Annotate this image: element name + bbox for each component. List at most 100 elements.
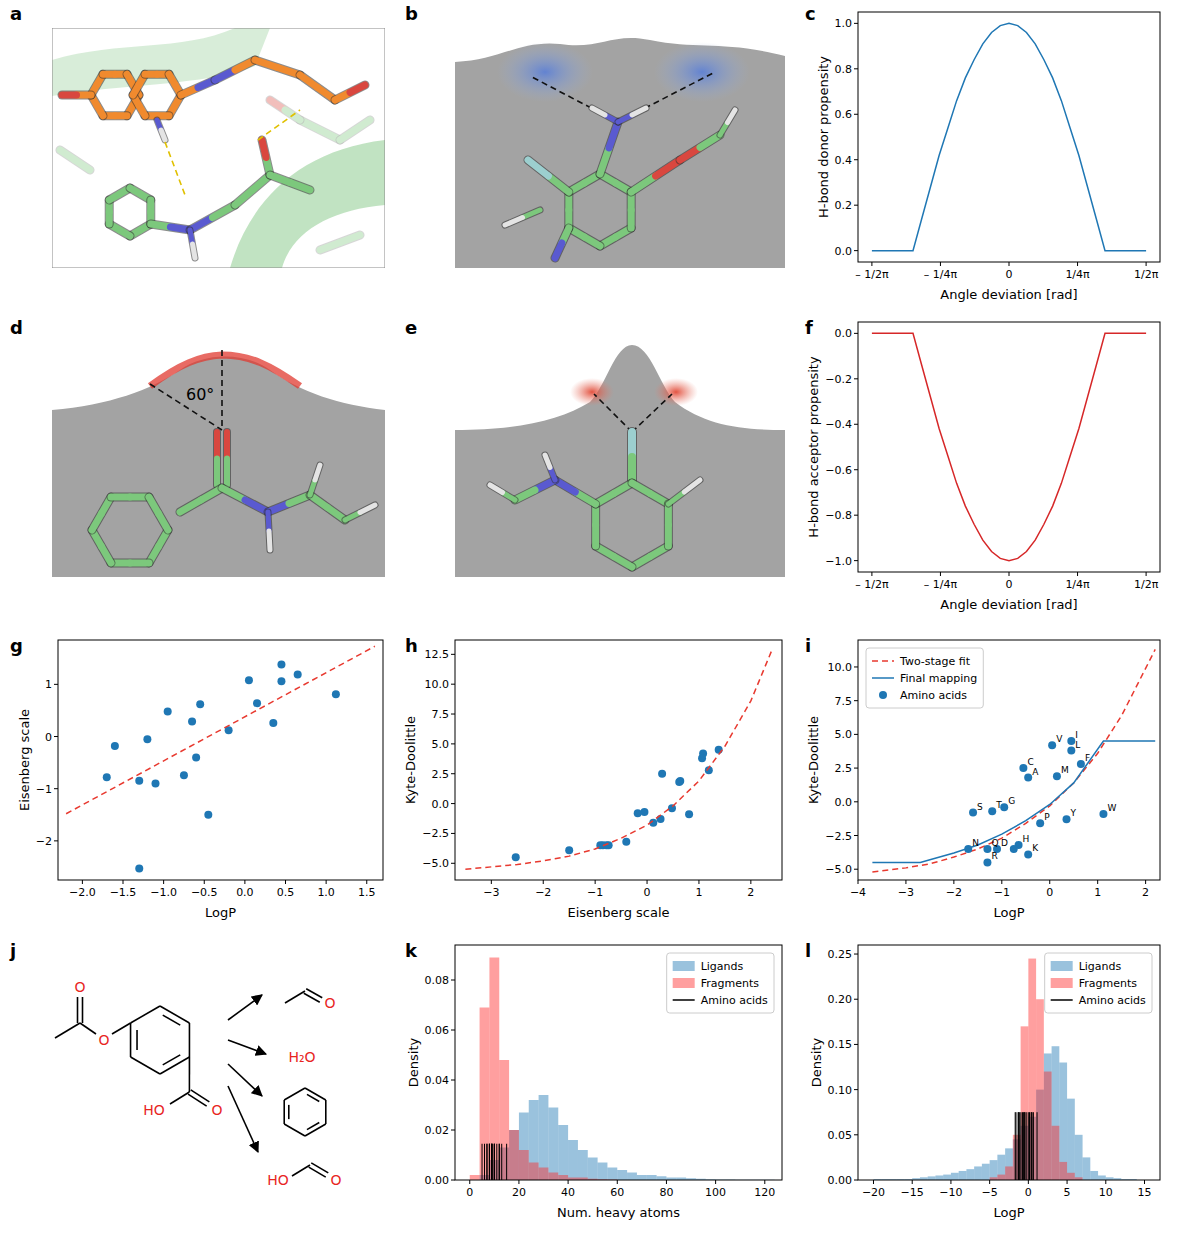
point-label: V <box>1056 734 1063 744</box>
marks <box>66 646 375 872</box>
rug-line <box>491 1144 492 1180</box>
legend-swatch <box>872 677 894 679</box>
x-tick-label: 80 <box>659 1186 673 1199</box>
stick-outline <box>268 512 270 550</box>
rug-line <box>1031 1112 1032 1180</box>
histogram-bar <box>519 1113 529 1181</box>
histogram-bar <box>617 1170 627 1180</box>
marks <box>465 651 771 870</box>
x-tick-label: – 1/2π <box>855 578 889 591</box>
y-tick <box>854 378 858 379</box>
stick-outline <box>600 174 631 192</box>
y-tick <box>854 23 858 24</box>
atom-label: O <box>211 1102 222 1118</box>
x-tick <box>989 1180 990 1184</box>
chem-bond <box>160 1057 189 1074</box>
rug-line <box>496 1144 497 1180</box>
y-tick <box>854 159 858 160</box>
legend-label: Ligands <box>701 960 744 973</box>
x-tick-label: −2.0 <box>69 886 96 899</box>
x-tick <box>750 880 751 884</box>
x-tick-label: −3 <box>898 886 914 899</box>
x-tick <box>518 1180 519 1184</box>
y-tick-label: 1 <box>45 678 52 691</box>
x-tick-label: 60 <box>610 1186 624 1199</box>
x-tick-label: 5 <box>1064 1186 1071 1199</box>
scatter-point <box>988 807 996 815</box>
histogram-bar <box>539 1095 549 1180</box>
stick-outline <box>340 120 370 140</box>
legend-swatch <box>673 999 695 1001</box>
plot-frame <box>455 945 782 1180</box>
rug-line <box>501 1144 502 1180</box>
stick <box>505 218 523 226</box>
line-series <box>465 651 771 870</box>
legend-label: Amino acids <box>900 689 967 702</box>
rug-line <box>484 1144 485 1180</box>
x-tick <box>1077 572 1078 576</box>
stick-outline <box>596 483 632 504</box>
chem-bond <box>285 991 305 1003</box>
y-tick-label: 0.4 <box>835 154 853 167</box>
chem-bond <box>309 1167 326 1177</box>
rug-line <box>1018 1112 1019 1180</box>
y-tick-label: 0.00 <box>828 1174 853 1187</box>
stick <box>668 492 684 504</box>
y-tick-label: 0.6 <box>835 108 853 121</box>
stick <box>600 148 609 174</box>
x-tick-label: 15 <box>1138 1186 1152 1199</box>
x-tick-label: −1.5 <box>110 886 137 899</box>
x-tick <box>1146 572 1147 576</box>
stick <box>214 432 220 459</box>
point-label: N <box>972 838 979 848</box>
scatter-point <box>512 853 520 861</box>
y-tick-label: 0.10 <box>828 1084 853 1097</box>
rug-line <box>482 1144 483 1180</box>
y-tick <box>854 734 858 735</box>
scatter-point <box>294 670 302 678</box>
legend-swatch <box>673 978 695 988</box>
x-axis-title: Angle deviation [rad] <box>940 597 1077 612</box>
x-tick-label: 0 <box>644 886 651 899</box>
x-tick <box>873 1180 874 1184</box>
x-tick <box>715 1180 716 1184</box>
image-bg <box>52 322 385 577</box>
histogram-bar <box>588 1158 598 1181</box>
histogram-bar <box>470 1175 480 1180</box>
x-tick <box>163 880 164 884</box>
image-panel <box>52 28 385 268</box>
chem-bond <box>163 1015 180 1025</box>
image-panel <box>455 322 785 577</box>
y-tick-label: 0.0 <box>835 327 853 340</box>
chem-bond <box>191 1090 210 1102</box>
point-label: P <box>1044 812 1050 822</box>
y-tick-label: 0.04 <box>425 1074 450 1087</box>
stick-outline <box>111 558 149 567</box>
x-tick <box>940 572 941 576</box>
x-tick-label: −10 <box>939 1186 962 1199</box>
stick <box>222 488 245 500</box>
y-tick <box>451 1180 455 1181</box>
chem-bond <box>80 1023 96 1034</box>
chem-bond <box>307 1094 319 1101</box>
stick-outline <box>60 150 90 170</box>
stick-outline <box>255 60 300 75</box>
dashed-guide <box>150 384 222 430</box>
chart-panel: – 1/2π– 1/4π01/4π1/2π−1.0−0.8−0.6−0.4−0.… <box>806 322 1160 612</box>
stick-outline <box>300 75 335 100</box>
chem-bond <box>131 1057 160 1074</box>
figure: ab60°de– 1/2π– 1/4π01/4π1/2π0.00.20.40.6… <box>0 0 1192 1238</box>
legend-swatch <box>1051 999 1073 1001</box>
chem-bond <box>163 1055 180 1065</box>
y-tick-label: 0.25 <box>828 948 853 961</box>
x-tick-label: 120 <box>754 1186 775 1199</box>
dashed-guide <box>530 76 618 122</box>
legend-label: Final mapping <box>900 672 977 685</box>
rug-line <box>506 1144 507 1180</box>
plot-frame <box>858 640 1160 880</box>
y-tick <box>854 424 858 425</box>
image-panel: 60° <box>52 322 385 577</box>
x-tick <box>666 1180 667 1184</box>
y-tick <box>451 833 455 834</box>
rug-line <box>494 1144 495 1180</box>
